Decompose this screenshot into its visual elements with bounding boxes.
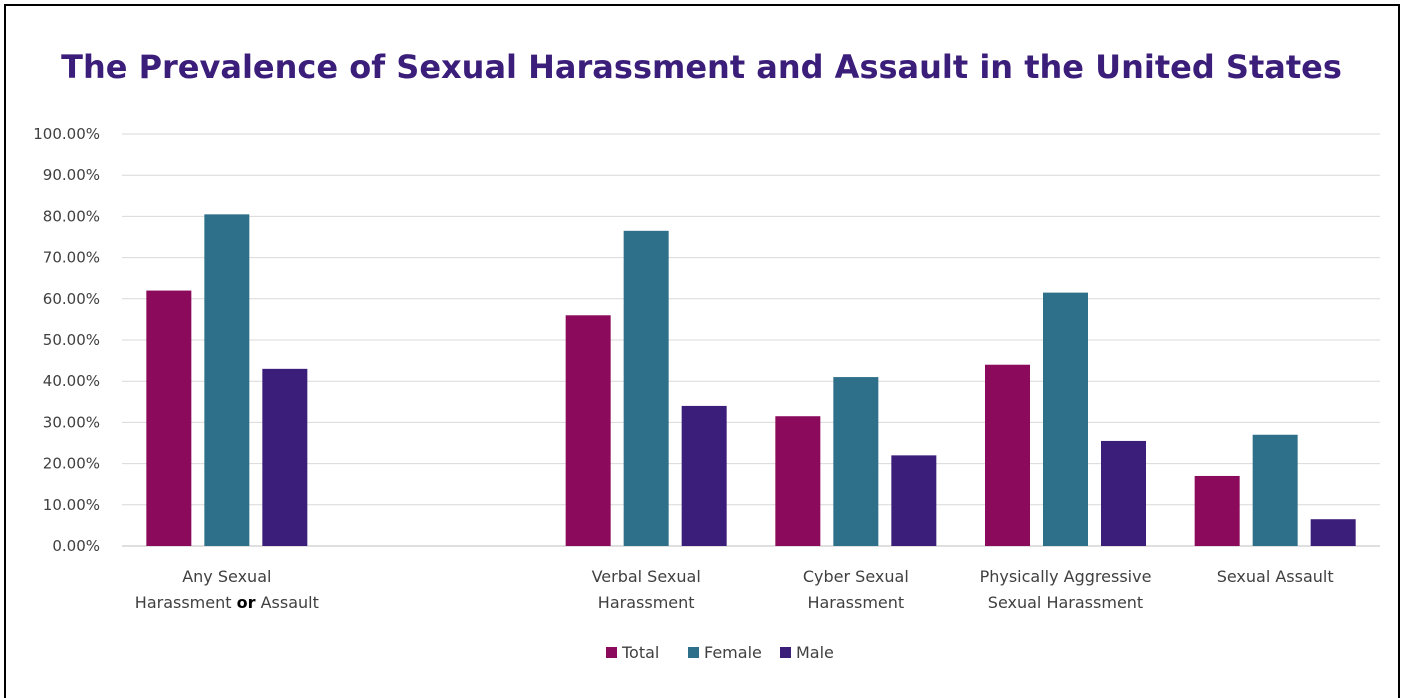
y-tick-label: 50.00% xyxy=(43,331,100,349)
bar-male xyxy=(1310,519,1356,546)
bar-male xyxy=(891,455,937,546)
x-tick-label: Cyber Sexual xyxy=(803,567,909,586)
x-tick-label: Harassment xyxy=(807,593,904,612)
x-axis-labels: Any Sexual Harassment or Assault Verbal Se… xyxy=(135,567,1334,612)
y-tick-label: 40.00% xyxy=(43,372,100,390)
legend-swatch-female xyxy=(688,647,699,658)
x-tick-label: Sexual Assault xyxy=(1217,567,1334,586)
legend-swatch-total xyxy=(606,647,617,658)
y-tick-label: 10.00% xyxy=(43,496,100,514)
chart-title: The Prevalence of Sexual Harassment and … xyxy=(61,48,1342,86)
bar-total xyxy=(146,290,192,546)
x-tick-label: Sexual Harassment xyxy=(988,593,1143,612)
bar-female xyxy=(833,377,879,546)
bar-female xyxy=(623,230,669,546)
x-tick-label: Harassment xyxy=(598,593,695,612)
bar-total xyxy=(565,315,611,546)
bar-female xyxy=(1043,292,1088,546)
y-tick-label: 60.00% xyxy=(43,290,100,308)
y-tick-label: 80.00% xyxy=(43,207,100,225)
x-tick-label: Verbal Sexual xyxy=(592,567,701,586)
bar-total xyxy=(775,416,821,546)
legend-label-female: Female xyxy=(704,643,762,662)
y-axis-ticks: 0.00% 10.00% 20.00% 30.00% 40.00% 50.00% 60.00… xyxy=(33,125,100,555)
bar-male xyxy=(1101,440,1146,546)
legend-label-male: Male xyxy=(796,643,834,662)
bar-male xyxy=(262,368,308,546)
y-tick-label: 30.00% xyxy=(43,413,100,431)
y-tick-label: 0.00% xyxy=(52,537,100,555)
bar-male xyxy=(681,405,727,546)
x-tick-label: Physically Aggressive xyxy=(980,567,1152,586)
bar-total xyxy=(985,364,1030,546)
bar-female xyxy=(204,214,250,546)
bar-total xyxy=(1194,475,1240,546)
x-tick-label: Any Sexual xyxy=(182,567,271,586)
y-tick-label: 20.00% xyxy=(43,455,100,473)
y-tick-label: 90.00% xyxy=(43,166,100,184)
legend-label-total: Total xyxy=(621,643,659,662)
bar-female xyxy=(1252,434,1298,546)
legend: Total Female Male xyxy=(606,643,834,662)
gridlines xyxy=(122,133,1380,547)
y-tick-label: 70.00% xyxy=(43,249,100,267)
x-tick-label: Harassment or Assault xyxy=(135,593,319,612)
legend-swatch-male xyxy=(780,647,791,658)
bars xyxy=(146,214,1356,546)
y-tick-label: 100.00% xyxy=(33,125,100,143)
